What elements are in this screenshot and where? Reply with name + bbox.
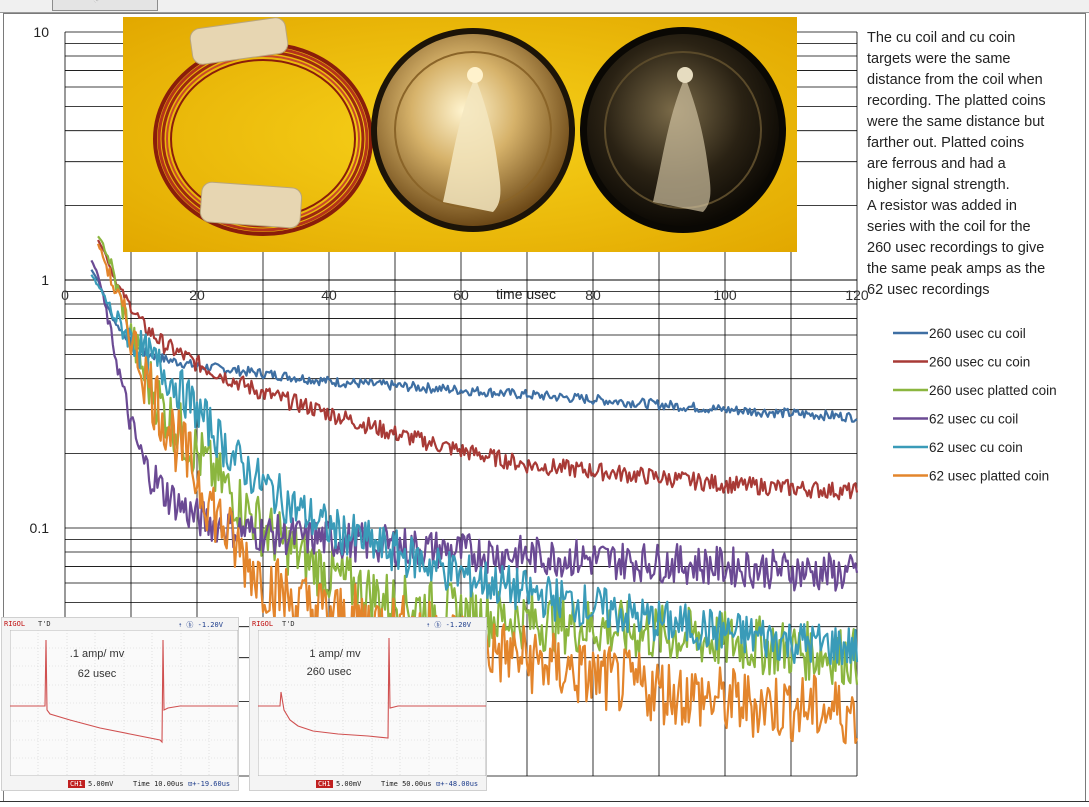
series-line-2	[97, 239, 859, 501]
legend-label: 260 usec cu coil	[929, 326, 1026, 341]
note-line: distance from the coil when	[867, 72, 1043, 88]
series-line-1	[90, 269, 858, 423]
note-line: A resistor was added in	[867, 198, 1017, 214]
scope-time: Time 50.00us	[381, 780, 432, 788]
x-tick-label: 20	[189, 287, 205, 303]
note-line: farther out. Platted coins	[867, 135, 1025, 151]
gold-coin	[371, 28, 575, 232]
oscilloscope-screenshot-62: RIGOL T'D ⇡ ⓑ -1.20V .1 amp/ mv 62 usec …	[1, 617, 239, 791]
x-axis-title: time usec	[496, 286, 556, 302]
scope-trig-mode: T'D	[282, 620, 295, 628]
y-tick-label: 1	[41, 272, 49, 288]
scope-pulse-label: 260 usec	[306, 666, 352, 678]
series-line-4	[90, 259, 859, 592]
note-line: series with the coil for the	[867, 219, 1031, 235]
legend-label: 62 usec cu coin	[929, 440, 1023, 455]
note-line: 62 usec recordings	[867, 282, 990, 298]
scope-header: RIGOL T'D ⇡ ⓑ -1.20V	[250, 618, 486, 630]
sheet-tab[interactable]: ◔	[52, 0, 158, 11]
scope-footer: CH1 5.00mV Time 10.00us ⊡+-19.60us	[2, 778, 238, 790]
legend-label: 62 usec cu coil	[929, 412, 1018, 427]
scope-trig-level: ⇡ ⓑ -1.20V	[426, 621, 471, 629]
scope-screen	[258, 630, 486, 776]
platted-coin	[580, 27, 786, 233]
scope-brand: RIGOL	[4, 620, 26, 628]
scope-pulse-label: 62 usec	[77, 668, 117, 680]
legend-label: 62 usec platted coin	[929, 469, 1049, 484]
copper-coil	[153, 17, 373, 236]
scope-channel: CH1	[316, 780, 333, 788]
scope-header: RIGOL T'D ⇡ ⓑ -1.20V	[2, 618, 238, 630]
scope-channel: CH1	[68, 780, 85, 788]
scope-offset: ⊡+-19.60us	[188, 780, 231, 788]
scope-volts: 5.00mV	[88, 780, 114, 788]
y-tick-label: 0.1	[30, 520, 50, 536]
coil-and-coins-photo	[123, 17, 797, 252]
scope-footer: CH1 5.00mV Time 50.00us ⊡+-48.00us	[250, 778, 486, 790]
x-tick-label: 80	[585, 287, 601, 303]
legend-label: 260 usec platted coin	[929, 383, 1057, 398]
scope-volts: 5.00mV	[336, 780, 362, 788]
x-tick-label: 0	[61, 287, 69, 303]
oscilloscope-screenshot-260: RIGOL T'D ⇡ ⓑ -1.20V 1 amp/ mv 260 usec …	[249, 617, 487, 791]
window-top-bar: ◔	[0, 0, 1089, 13]
scope-scale-label: 1 amp/ mv	[309, 648, 361, 660]
window-bottom-bar	[0, 801, 1089, 807]
series-line-5	[90, 274, 859, 666]
note-line: recording. The platted coins	[867, 93, 1046, 109]
note-line: were the same distance but	[867, 114, 1045, 130]
note-line: The cu coil and cu coin	[867, 30, 1016, 46]
note-line: are ferrous and had a	[867, 156, 1006, 172]
scope-offset: ⊡+-48.00us	[436, 780, 479, 788]
x-tick-label: 60	[453, 287, 469, 303]
scope-trig-level: ⇡ ⓑ -1.20V	[178, 621, 223, 629]
x-tick-label: 100	[713, 287, 737, 303]
legend-label: 260 usec cu coin	[929, 355, 1030, 370]
scope-time: Time 10.00us	[133, 780, 184, 788]
x-tick-label: 120	[845, 287, 869, 303]
note-line: targets were the same	[867, 51, 1011, 67]
y-tick-label: 10	[33, 24, 49, 40]
scope-screen	[10, 630, 238, 776]
axis-labels: 10 1 0.1 0 20 40 60 80 100 120 time usec	[30, 24, 869, 536]
photo-drawing	[123, 17, 797, 252]
scope-scale-label: .1 amp/ mv	[69, 648, 125, 660]
tab-icon: ◔	[93, 0, 100, 6]
note-line: the same peak amps as the	[867, 261, 1046, 277]
legend: 260 usec cu coil 260 usec cu coin 260 usec…	[893, 326, 1057, 484]
scope-brand: RIGOL	[252, 620, 274, 628]
description-note: The cu coil and cu coin targets were the…	[867, 28, 1067, 301]
scope-trig-mode: T'D	[38, 620, 51, 628]
note-line: 260 usec recordings to give	[867, 240, 1045, 256]
x-tick-label: 40	[321, 287, 337, 303]
note-line: higher signal strength.	[867, 177, 1010, 193]
